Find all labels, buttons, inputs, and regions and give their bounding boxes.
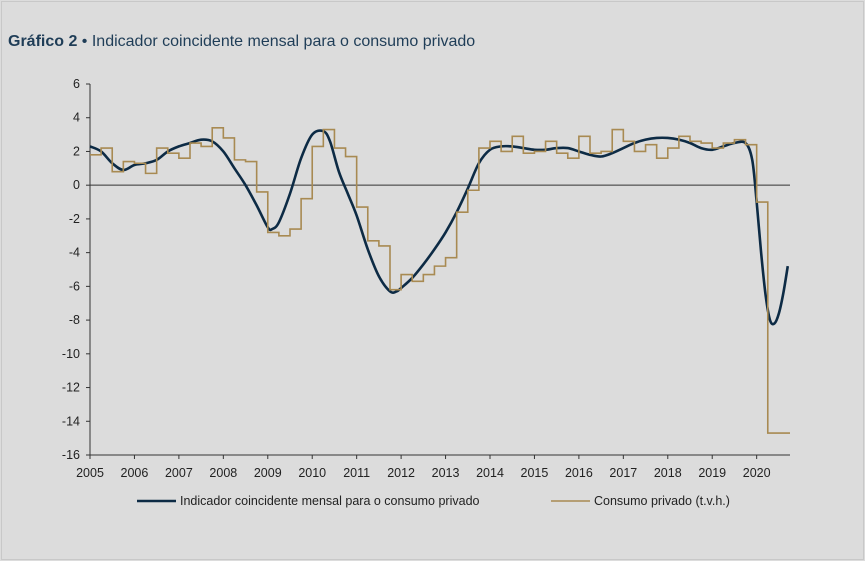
x-tick-label: 2010	[298, 466, 326, 480]
x-tick-label: 2005	[76, 466, 104, 480]
legend-consumo-label: Consumo privado (t.v.h.)	[594, 494, 730, 508]
y-tick-label: -16	[62, 448, 80, 462]
y-tick-label: 6	[73, 77, 80, 91]
x-tick-label: 2013	[432, 466, 460, 480]
y-tick-label: 2	[73, 144, 80, 158]
y-tick-label: -10	[62, 347, 80, 361]
x-tick-label: 2020	[743, 466, 771, 480]
x-tick-label: 2007	[165, 466, 193, 480]
chart-title-text: Indicador coincidente mensal para o cons…	[91, 33, 476, 50]
y-tick-label: -12	[62, 381, 80, 395]
chart-title-prefix: Gráfico 2	[8, 33, 78, 50]
x-tick-label: 2018	[654, 466, 682, 480]
x-tick-label: 2009	[254, 466, 282, 480]
x-tick-label: 2012	[387, 466, 415, 480]
x-tick-label: 2014	[476, 466, 504, 480]
legend-indicador-label: Indicador coincidente mensal para o cons…	[180, 494, 480, 508]
y-tick-label: 4	[73, 111, 80, 125]
series-consumo-privado-line	[90, 127, 790, 434]
y-tick-label: -8	[69, 313, 80, 327]
x-tick-label: 2008	[209, 466, 237, 480]
y-tick-label: -4	[69, 246, 80, 260]
chart-title: Gráfico 2 • Indicador coincidente mensal…	[8, 33, 475, 51]
y-tick-label: -2	[69, 212, 80, 226]
chart-title-separator: •	[77, 33, 92, 50]
y-tick-label: -14	[62, 414, 80, 428]
x-tick-label: 2006	[121, 466, 149, 480]
x-tick-label: 2015	[521, 466, 549, 480]
y-tick-label: 0	[73, 178, 80, 192]
x-tick-label: 2011	[343, 466, 370, 480]
y-tick-label: -6	[69, 279, 80, 293]
series-indicador-line	[89, 129, 790, 326]
x-tick-label: 2016	[565, 466, 593, 480]
x-tick-label: 2017	[609, 466, 637, 480]
x-tick-label: 2019	[698, 466, 726, 480]
